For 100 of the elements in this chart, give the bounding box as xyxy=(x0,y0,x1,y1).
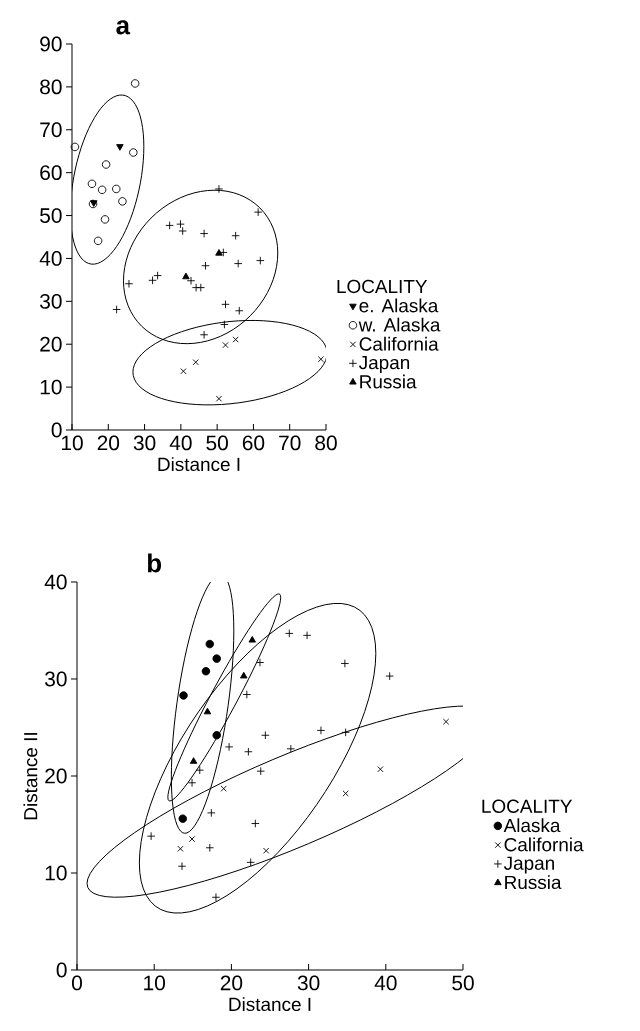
y-tick-label: 10 xyxy=(45,865,67,881)
point xyxy=(112,184,121,194)
point xyxy=(93,236,103,246)
point xyxy=(232,336,239,343)
legend-title: LOCALITY xyxy=(337,279,428,294)
point xyxy=(177,845,184,852)
point xyxy=(255,658,265,667)
point xyxy=(186,276,196,285)
point xyxy=(215,395,223,402)
legend-label: California xyxy=(359,336,439,351)
point xyxy=(212,731,221,740)
point xyxy=(212,654,221,663)
point xyxy=(199,229,209,238)
y-tick-label: 0 xyxy=(51,422,62,438)
legend-title: LOCALITY xyxy=(482,799,573,813)
y-tick-label: 50 xyxy=(40,208,62,223)
point xyxy=(211,893,221,902)
point xyxy=(178,226,187,236)
y-tick-label: 30 xyxy=(40,293,62,309)
legend-label: Alaska xyxy=(503,818,561,833)
point xyxy=(285,629,294,638)
point xyxy=(220,320,229,329)
point xyxy=(203,707,212,715)
point xyxy=(195,765,204,775)
point xyxy=(220,785,227,792)
point xyxy=(263,847,270,854)
point xyxy=(112,305,121,314)
point xyxy=(253,207,263,217)
point xyxy=(385,671,394,681)
chart-title: b xyxy=(147,553,162,573)
point xyxy=(192,359,199,366)
legend-label: Japan xyxy=(359,356,410,374)
x-tick-label: 30 xyxy=(133,435,156,451)
point xyxy=(251,819,260,828)
x-tick-label: 40 xyxy=(374,975,397,991)
legend-label: e. Alaska xyxy=(359,298,439,313)
y-tick-label: 90 xyxy=(40,36,62,52)
x-axis-title: Distance I xyxy=(158,457,240,472)
point xyxy=(177,861,187,871)
point xyxy=(256,766,265,776)
point xyxy=(286,744,296,754)
x-tick-label: 80 xyxy=(315,435,337,451)
point xyxy=(201,667,211,676)
x-tick-label: 20 xyxy=(220,975,243,991)
legend-label: Russia xyxy=(360,374,417,389)
point xyxy=(116,144,124,151)
x-tick-label: 60 xyxy=(242,435,265,451)
legend-label: Japan xyxy=(503,856,554,874)
point xyxy=(124,279,134,288)
chart-title: a xyxy=(116,20,131,35)
point xyxy=(101,160,111,169)
x-tick-label: 20 xyxy=(97,435,120,451)
point xyxy=(196,283,206,292)
point xyxy=(70,142,80,152)
point xyxy=(317,356,325,363)
point xyxy=(100,215,110,224)
y-tick-label: 40 xyxy=(39,251,62,266)
point xyxy=(231,231,240,240)
point xyxy=(235,306,244,315)
x-tick-label: 30 xyxy=(297,975,320,991)
point xyxy=(148,276,157,285)
x-tick-label: 40 xyxy=(169,435,192,451)
x-tick-label: 70 xyxy=(279,435,301,451)
point xyxy=(205,843,215,853)
point xyxy=(118,197,127,206)
point xyxy=(201,261,210,270)
point xyxy=(179,691,188,700)
point xyxy=(130,79,140,88)
point xyxy=(242,690,252,699)
point xyxy=(302,631,312,640)
point xyxy=(214,184,224,194)
x-tick-label: 0 xyxy=(72,975,82,991)
point xyxy=(180,368,187,375)
x-axis-title: Distance I xyxy=(229,997,311,1012)
legend-label: California xyxy=(504,837,584,852)
y-tick-label: 0 xyxy=(56,962,67,978)
x-tick-label: 50 xyxy=(206,435,228,451)
point xyxy=(176,219,185,229)
x-tick-label: 10 xyxy=(144,975,166,991)
point xyxy=(246,858,255,867)
point xyxy=(244,747,253,756)
y-tick-label: 20 xyxy=(40,336,62,352)
point xyxy=(146,831,156,841)
y-tick-label: 80 xyxy=(40,79,62,95)
y-tick-label: 60 xyxy=(40,165,62,181)
point xyxy=(87,179,97,189)
point xyxy=(340,659,350,668)
point xyxy=(199,330,209,340)
y-axis-title: Distance II xyxy=(23,733,38,820)
point xyxy=(182,272,190,280)
point xyxy=(377,766,384,773)
point xyxy=(187,778,197,788)
x-tick-label: 10 xyxy=(61,435,83,451)
legend-label: Russia xyxy=(505,875,562,890)
point xyxy=(256,256,265,265)
point xyxy=(342,790,349,797)
y-tick-label: 40 xyxy=(44,574,67,590)
point xyxy=(178,814,187,823)
point xyxy=(205,639,215,649)
point xyxy=(189,757,198,764)
